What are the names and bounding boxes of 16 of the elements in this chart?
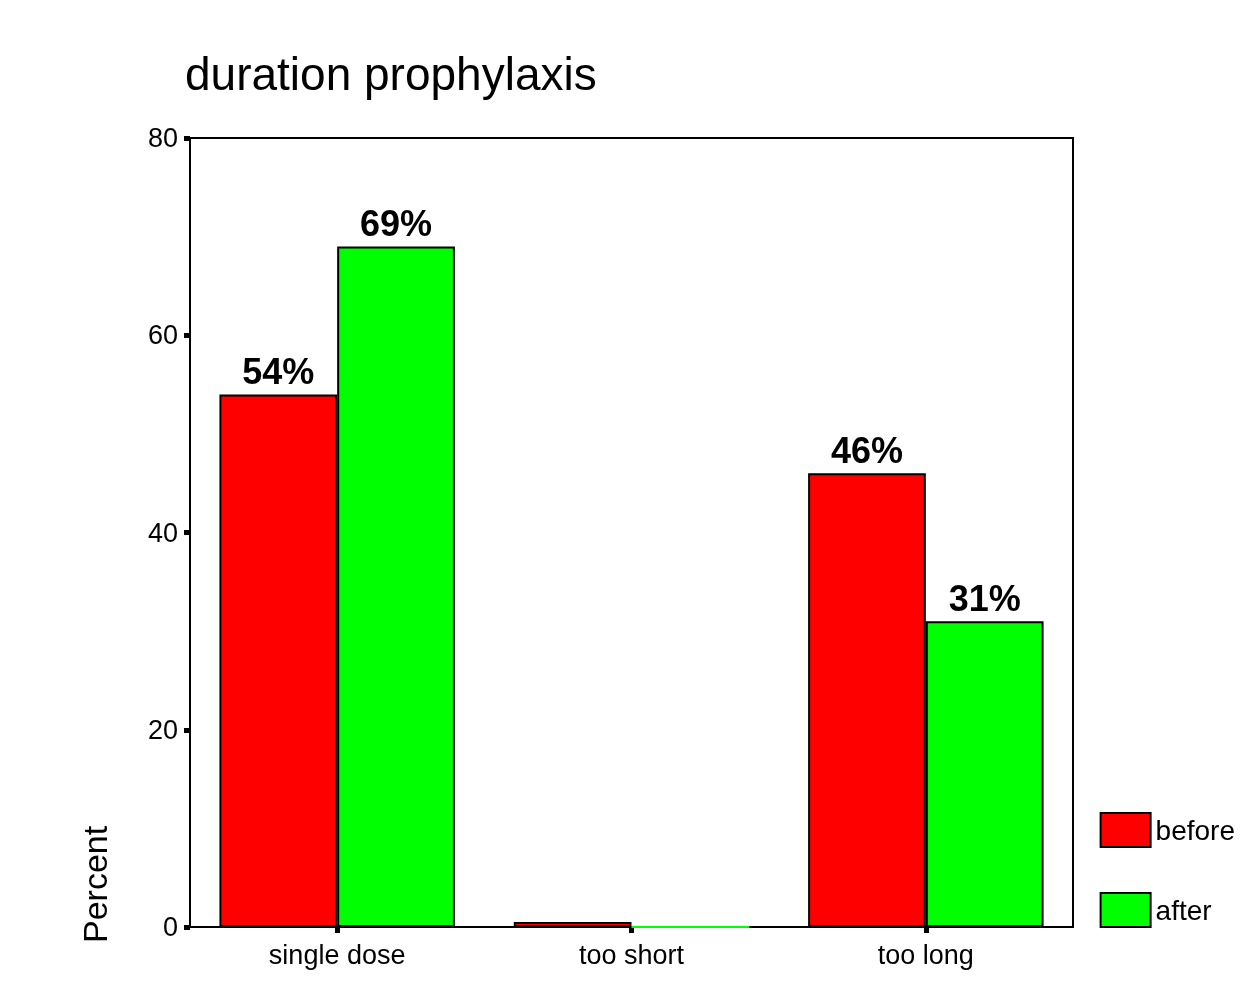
chart-title: duration prophylaxis <box>185 48 597 100</box>
legend-label: after <box>1155 894 1212 926</box>
y-tick-label: 40 <box>147 517 178 548</box>
x-tick-label: too short <box>578 939 685 970</box>
data-label: 46% <box>830 429 903 471</box>
data-label: 54% <box>242 350 315 392</box>
legend-label: before <box>1155 814 1236 846</box>
y-axis-title: Percent <box>76 825 114 943</box>
data-label: 31% <box>948 577 1021 619</box>
data-label: 69% <box>360 202 433 244</box>
y-tick-label: 80 <box>147 123 178 153</box>
y-tick-label: 0 <box>162 912 178 942</box>
x-tick-label: single dose <box>268 939 406 970</box>
x-tick-label: too long <box>877 939 974 970</box>
y-tick-label: 60 <box>147 320 178 351</box>
y-tick-label: 20 <box>147 714 178 745</box>
